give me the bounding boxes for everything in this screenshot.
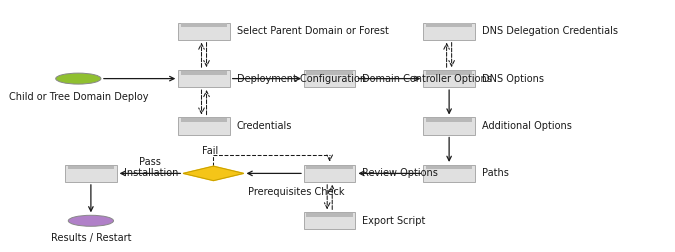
FancyBboxPatch shape [426,118,472,122]
FancyBboxPatch shape [306,166,353,169]
FancyBboxPatch shape [426,23,472,27]
Text: Export Script: Export Script [362,216,426,226]
FancyBboxPatch shape [423,165,475,182]
FancyBboxPatch shape [423,23,475,40]
Ellipse shape [56,73,101,84]
FancyArrowPatch shape [121,171,180,176]
FancyBboxPatch shape [181,118,227,122]
Text: Select Parent Domain or Forest: Select Parent Domain or Forest [237,26,389,36]
FancyArrowPatch shape [447,137,452,161]
FancyArrowPatch shape [88,185,93,211]
Text: Child or Tree Domain Deploy: Child or Tree Domain Deploy [9,92,148,102]
Text: Prerequisites Check: Prerequisites Check [248,187,344,197]
FancyBboxPatch shape [178,117,230,135]
Text: DNS Delegation Credentials: DNS Delegation Credentials [482,26,618,36]
FancyBboxPatch shape [68,166,114,169]
Text: Additional Options: Additional Options [482,121,572,131]
FancyBboxPatch shape [304,70,356,87]
FancyArrowPatch shape [360,171,421,176]
Ellipse shape [68,215,113,226]
FancyBboxPatch shape [304,212,356,229]
FancyBboxPatch shape [181,23,227,27]
FancyArrowPatch shape [248,171,301,176]
Text: Domain Controller Options: Domain Controller Options [362,74,492,84]
Text: Pass: Pass [139,157,161,167]
Text: Fail: Fail [202,146,219,156]
Text: Paths: Paths [482,168,509,178]
FancyArrowPatch shape [104,76,174,81]
Text: Results / Restart: Results / Restart [51,233,131,243]
FancyBboxPatch shape [65,165,117,182]
Text: Deployment Configuration: Deployment Configuration [237,74,366,84]
FancyBboxPatch shape [181,71,227,75]
Text: Review Options: Review Options [362,168,438,178]
Text: Credentials: Credentials [237,121,292,131]
FancyBboxPatch shape [304,165,356,182]
FancyArrowPatch shape [233,76,300,81]
Text: DNS Options: DNS Options [482,74,544,84]
FancyBboxPatch shape [178,23,230,40]
FancyBboxPatch shape [426,71,472,75]
Text: Installation: Installation [124,168,178,178]
FancyBboxPatch shape [423,70,475,87]
FancyBboxPatch shape [423,117,475,135]
Polygon shape [184,166,244,181]
FancyBboxPatch shape [306,213,353,217]
FancyBboxPatch shape [426,166,472,169]
FancyBboxPatch shape [306,71,353,75]
FancyArrowPatch shape [358,76,419,81]
FancyBboxPatch shape [178,70,230,87]
FancyArrowPatch shape [447,90,452,113]
